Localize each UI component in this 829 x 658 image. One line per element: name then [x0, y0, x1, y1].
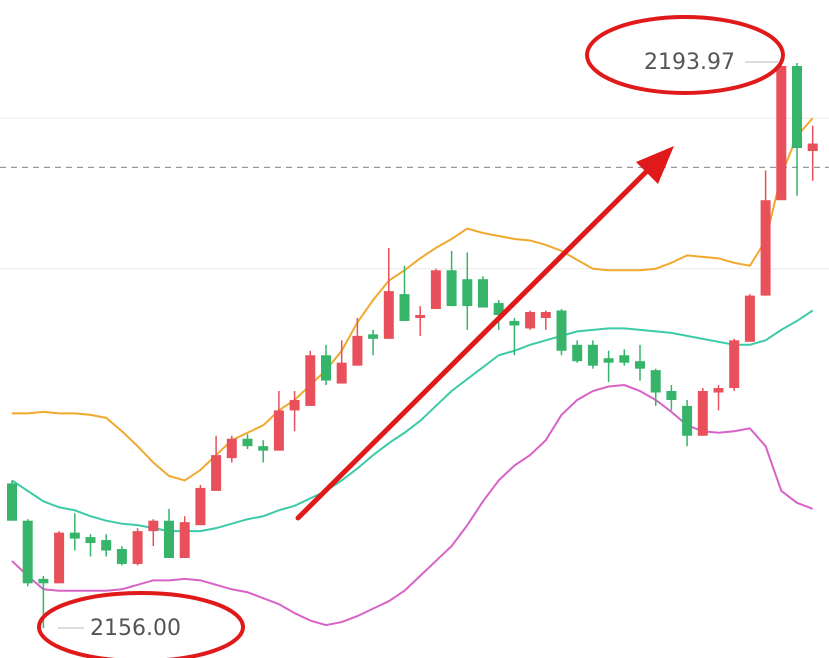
- candle-body: [760, 200, 771, 296]
- candle-body: [525, 312, 536, 329]
- candle-body: [697, 391, 708, 436]
- candle-body: [305, 355, 316, 406]
- candle-body: [478, 279, 488, 308]
- candle-body: [211, 455, 222, 491]
- candle-body: [336, 362, 347, 384]
- candle-body: [572, 344, 583, 362]
- candle-body: [7, 483, 17, 521]
- candle-body: [116, 549, 127, 564]
- highlight-ellipse: [37, 591, 245, 658]
- candle-body: [650, 370, 661, 393]
- candle-body: [462, 279, 473, 307]
- candle-body: [69, 532, 80, 539]
- candle-body: [164, 520, 174, 558]
- candle-body: [729, 340, 740, 389]
- candle-body: [242, 438, 253, 447]
- band-line: [11, 309, 814, 533]
- candle-body: [682, 405, 693, 436]
- candle-body: [493, 303, 504, 315]
- candle-body: [415, 314, 426, 318]
- candle-body: [509, 320, 520, 326]
- candle-body: [807, 143, 818, 152]
- grid: [0, 117, 829, 270]
- candle-body: [619, 355, 630, 363]
- candle-body: [179, 522, 190, 558]
- candle-body: [226, 438, 237, 459]
- candle-body: [713, 388, 724, 393]
- candle-body: [22, 520, 33, 584]
- candle-body: [603, 358, 614, 363]
- annotation-label: 2193.97: [644, 50, 735, 75]
- annotations: 2193.97 2156.00: [58, 50, 778, 641]
- candle-body: [85, 537, 96, 544]
- candle-body: [289, 399, 300, 411]
- candle-body: [273, 410, 284, 451]
- candle-body: [430, 270, 441, 310]
- candle-body: [368, 334, 379, 339]
- candle-body: [792, 66, 802, 149]
- highlight-ellipse: [585, 15, 785, 95]
- arrow-head: [636, 146, 674, 184]
- candle-body: [383, 291, 394, 339]
- candle-body: [258, 446, 269, 451]
- candle-body: [635, 361, 645, 369]
- candle-body: [352, 335, 363, 366]
- candle-body: [101, 540, 112, 551]
- candle-body: [446, 270, 457, 307]
- arrow-shaft: [295, 167, 651, 521]
- candle-body: [744, 295, 755, 342]
- candle-body: [195, 487, 206, 526]
- candle-body: [587, 344, 598, 366]
- candle-body: [540, 312, 551, 318]
- candle-body: [776, 66, 787, 201]
- annotation-label: 2156.00: [90, 616, 181, 641]
- band-line: [11, 384, 814, 627]
- candle-body: [54, 532, 65, 584]
- candle-body: [38, 578, 49, 584]
- candle-body: [556, 310, 567, 351]
- bands: [11, 117, 814, 627]
- band-line: [12, 117, 814, 482]
- candle-body: [399, 294, 410, 321]
- candle-body: [321, 355, 331, 381]
- candle-body: [148, 520, 159, 532]
- candle-body: [666, 391, 677, 400]
- trend-arrow: [295, 146, 674, 521]
- candle-body: [132, 531, 143, 564]
- candles: [7, 62, 818, 629]
